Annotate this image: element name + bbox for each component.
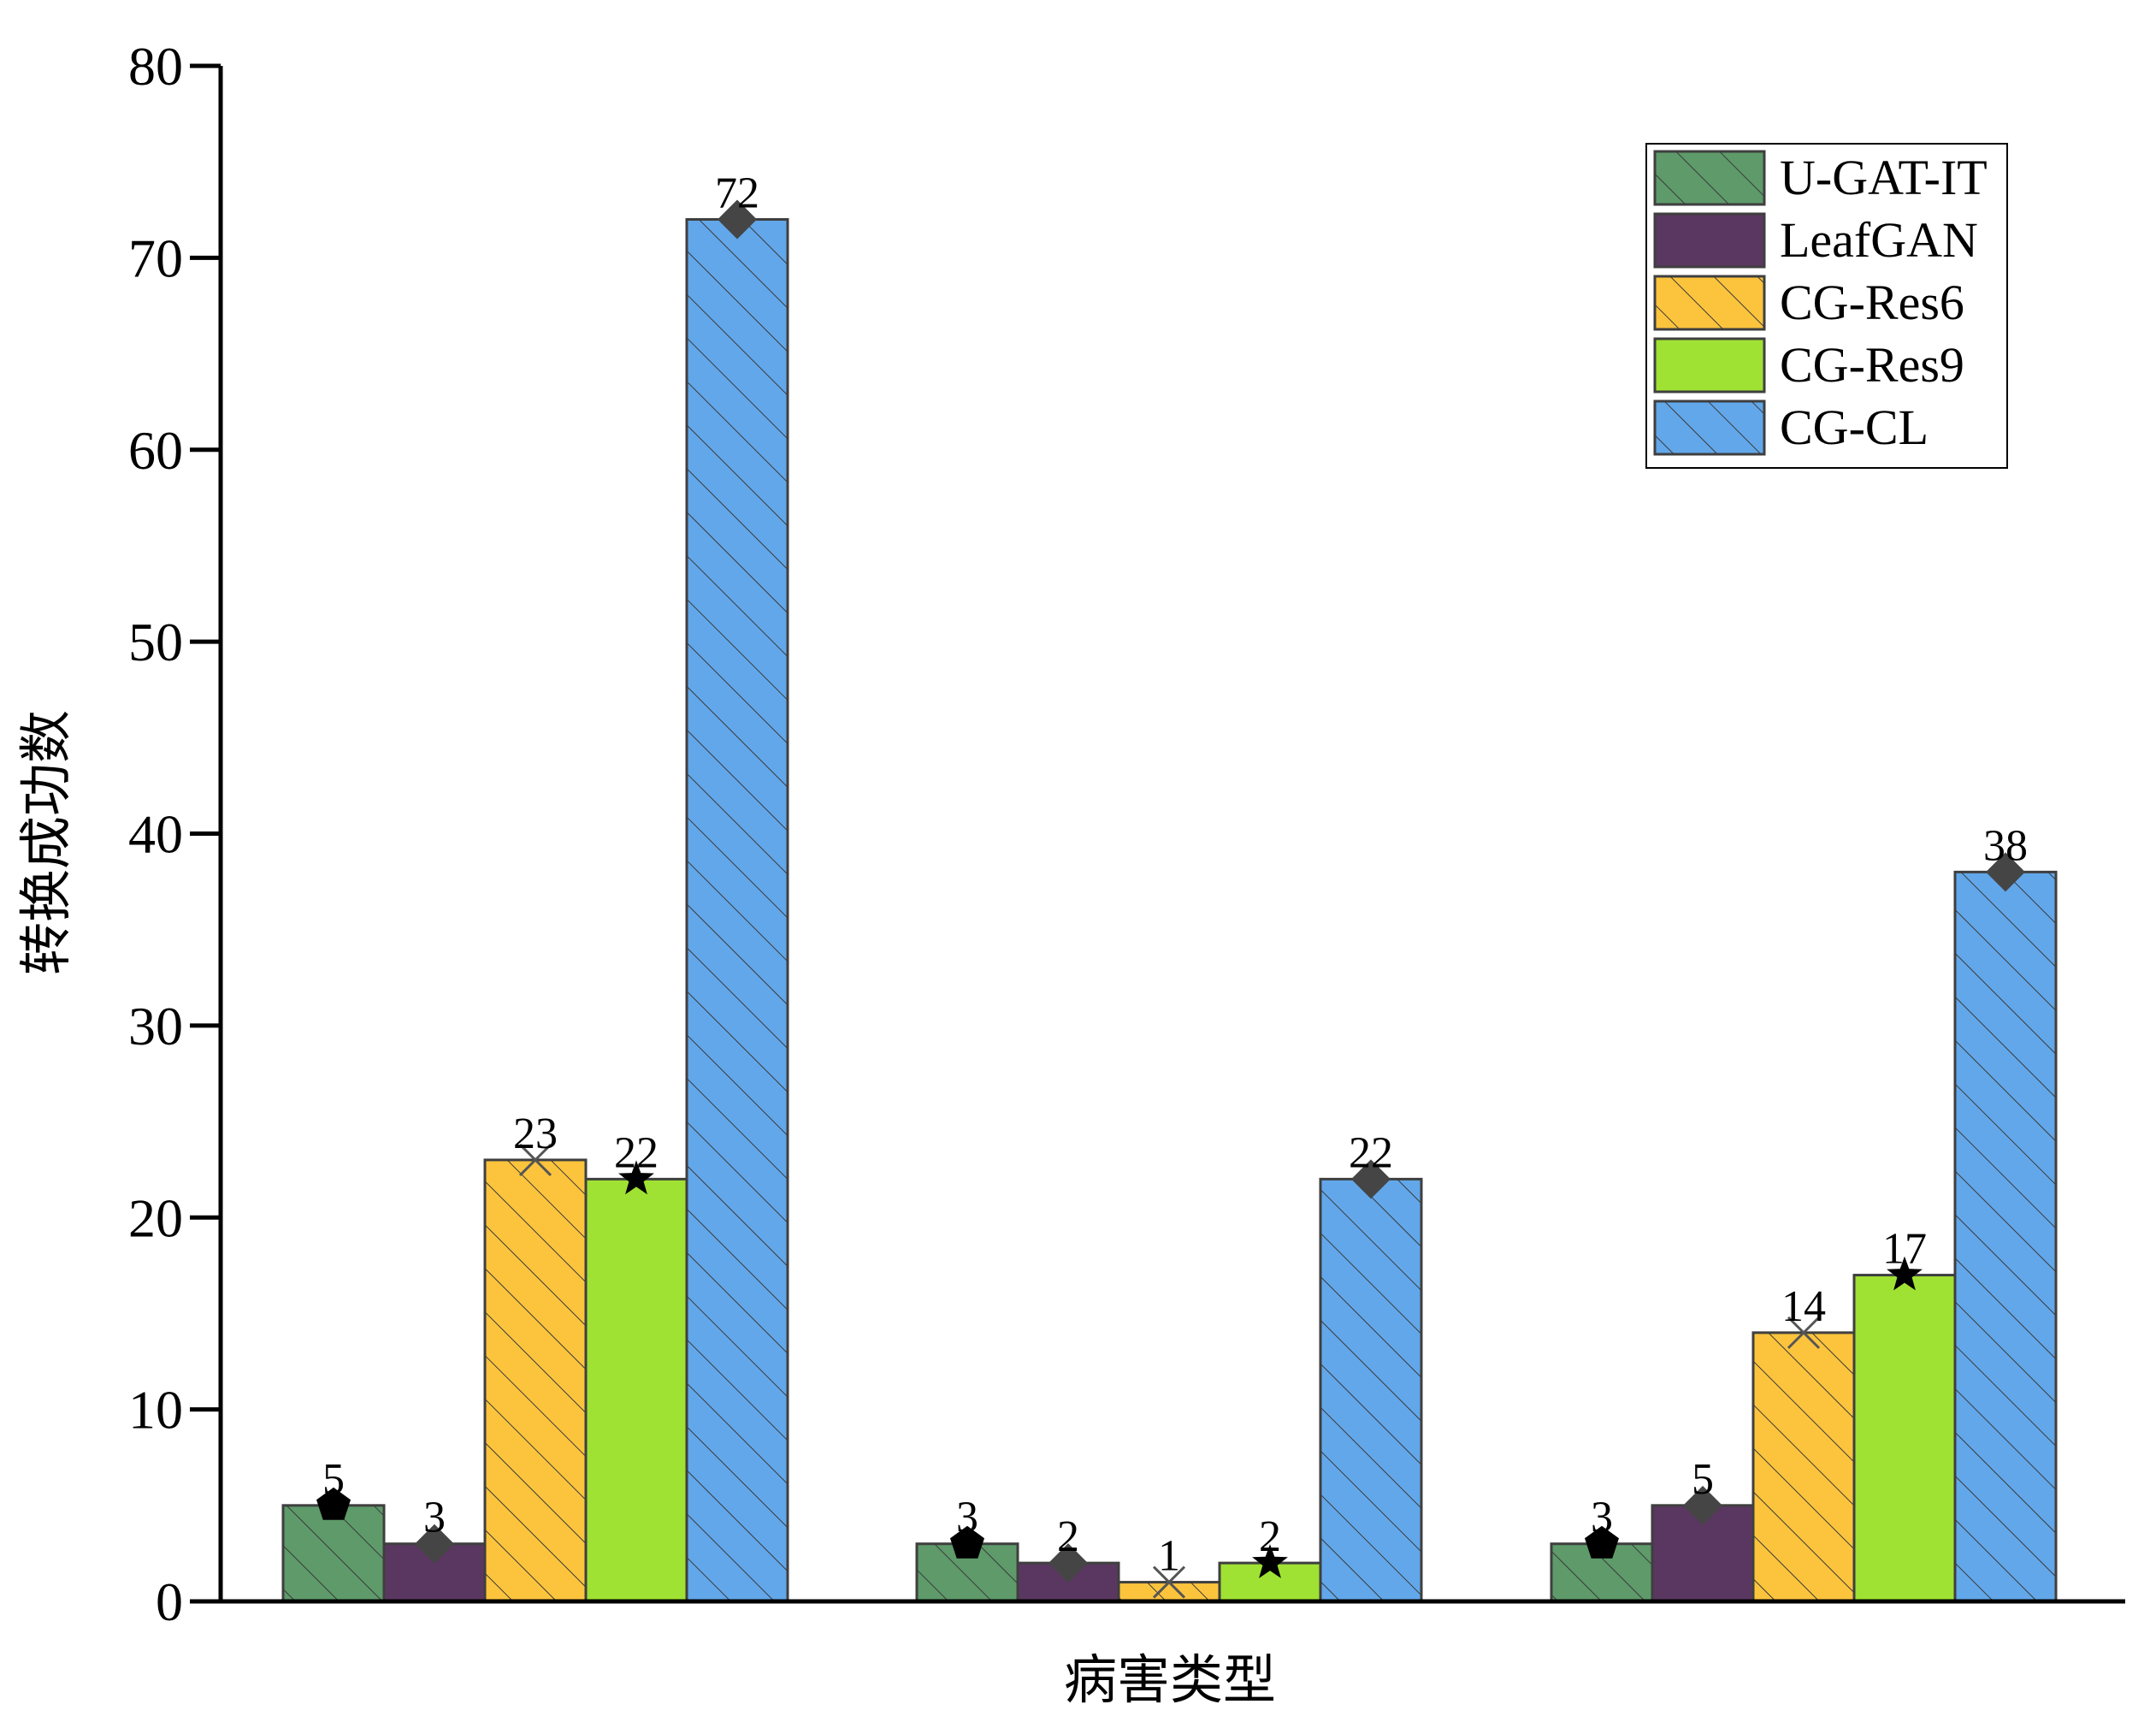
marker-series-4-cat-0 [718, 199, 757, 240]
marker-series-2-cat-0 [518, 1143, 552, 1177]
legend-swatch-3 [1653, 337, 1766, 394]
y-tick-label-2: 20 [128, 1187, 183, 1248]
y-axis-title: 转换成功数 [15, 710, 77, 975]
data-label-series-4-cat-0: 72 [715, 169, 759, 218]
data-label-series-3-cat-1: 2 [1259, 1512, 1281, 1561]
legend-swatch-1 [1653, 212, 1766, 269]
legend-label-1: LeafGAN [1780, 212, 1978, 268]
bar-series-3-cat-0 [584, 1177, 688, 1603]
marker-series-3-cat-1 [1252, 1544, 1288, 1578]
marker-series-1-cat-2 [1683, 1485, 1722, 1525]
y-tick-label-0: 0 [156, 1571, 183, 1632]
bar-hatch-series-4-cat-0 [687, 219, 788, 1601]
legend-swatch-hatch-4 [1655, 401, 1764, 454]
data-label-series-4-cat-1: 22 [1349, 1128, 1393, 1177]
data-label-series-1-cat-1: 2 [1057, 1512, 1079, 1561]
y-tick-label-3: 30 [128, 996, 183, 1056]
data-label-series-2-cat-1: 1 [1158, 1532, 1180, 1581]
legend-label-0: U-GAT-IT [1780, 150, 1988, 205]
legend-label-3: CG-Res9 [1780, 337, 1964, 393]
marker-series-0-cat-2 [1585, 1525, 1619, 1559]
marker-series-0-cat-0 [316, 1487, 351, 1520]
marker-series-0-cat-1 [950, 1525, 984, 1559]
bar-hatch-series-2-cat-0 [485, 1159, 586, 1601]
x-axis-title: 病害类型 [1064, 1648, 1276, 1711]
marker-series-1-cat-0 [415, 1524, 454, 1564]
y-tick-label-6: 60 [128, 420, 183, 481]
data-label-series-0-cat-1: 3 [956, 1494, 978, 1542]
markers-layer [316, 199, 2025, 1599]
bar-hatch-series-4-cat-1 [1320, 1179, 1421, 1601]
y-tick-label-8: 80 [128, 36, 183, 97]
marker-series-2-cat-2 [1787, 1316, 1821, 1349]
data-label-series-3-cat-0: 22 [614, 1128, 659, 1177]
legend-label-2: CG-Res6 [1780, 275, 1964, 330]
legend-swatch-hatch-2 [1655, 276, 1764, 329]
y-tick-label-4: 40 [128, 804, 183, 865]
marker-series-4-cat-1 [1351, 1159, 1391, 1199]
legend-label-4: CG-CL [1780, 399, 1929, 455]
legend: U-GAT-IT LeafGAN CG-Res6 CG-Res9 CG-CL [1645, 143, 2008, 469]
bars-layer [281, 218, 2058, 1603]
data-label-series-2-cat-2: 14 [1781, 1282, 1826, 1331]
bar-hatch-series-2-cat-1 [1119, 1582, 1220, 1601]
legend-swatch-hatch-0 [1655, 151, 1764, 204]
y-tick-label-1: 10 [128, 1380, 183, 1441]
marker-series-2-cat-1 [1152, 1565, 1186, 1599]
bar-hatch-series-0-cat-0 [283, 1505, 384, 1601]
data-label-series-3-cat-2: 17 [1882, 1225, 1927, 1274]
marker-series-4-cat-2 [1986, 852, 2025, 892]
data-label-series-1-cat-0: 3 [423, 1494, 446, 1542]
data-label-series-0-cat-2: 3 [1591, 1494, 1613, 1542]
data-label-series-2-cat-0: 23 [513, 1110, 558, 1158]
marker-series-1-cat-1 [1048, 1543, 1088, 1583]
data-label-series-1-cat-2: 5 [1692, 1455, 1714, 1504]
bar-hatch-series-2-cat-2 [1753, 1332, 1854, 1601]
data-label-series-4-cat-2: 38 [1983, 821, 2028, 870]
y-tick-label-5: 50 [128, 612, 183, 672]
marker-series-3-cat-2 [1887, 1256, 1923, 1291]
bar-series-3-cat-2 [1852, 1274, 1957, 1603]
marker-series-3-cat-0 [618, 1160, 654, 1195]
data-label-series-0-cat-0: 5 [322, 1455, 345, 1504]
axes: 0 10 20 30 40 50 60 70 80 [128, 36, 2125, 1632]
y-tick-label-7: 70 [128, 228, 183, 288]
bar-hatch-series-4-cat-2 [1955, 872, 2056, 1601]
